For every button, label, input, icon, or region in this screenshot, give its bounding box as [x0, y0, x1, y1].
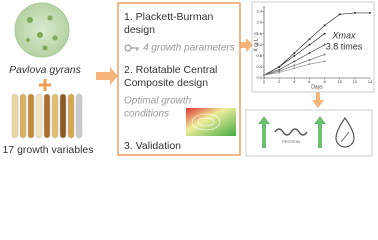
- organism: Pavlova gyrans: [9, 64, 82, 76]
- microscope-image: [14, 2, 70, 58]
- data-point: [278, 65, 281, 68]
- series-line: [263, 44, 325, 76]
- data-point: [293, 54, 296, 57]
- x-tick-label: 0: [263, 79, 266, 84]
- page: Pavlova gyrans 17 growth variables 1. Pl…: [2, 1, 375, 157]
- step-title: 1. Plackett-Burman: [124, 11, 213, 23]
- x-tick-label: 4: [293, 79, 296, 84]
- data-point: [308, 38, 311, 41]
- data-point: [308, 59, 311, 61]
- x-tick-label: 14: [368, 79, 373, 84]
- x-tick-label: 10: [337, 79, 342, 84]
- contour-plot: [186, 108, 236, 136]
- data-point: [293, 60, 296, 63]
- steps-box: [117, 2, 241, 156]
- data-point: [338, 13, 341, 16]
- arrow: [96, 67, 118, 85]
- series-line: [263, 12, 370, 76]
- y-tick-label: 1.2: [256, 42, 262, 47]
- arrow: [312, 92, 324, 108]
- y-tick-label: 0.8: [256, 53, 262, 58]
- plus: [39, 79, 51, 91]
- step-result: conditions: [124, 109, 169, 120]
- growth-chart: 0 2 4 6 8 10 12 14 0.0 0.4 0.8 1.2 1.6 2.0 2.4 Days X (g…: [251, 1, 375, 93]
- x-tick-label: 6: [308, 79, 311, 84]
- step-title: 2. Rotatable Central: [124, 64, 217, 76]
- data-point: [293, 52, 296, 55]
- y-tick-label: 2.4: [256, 9, 262, 14]
- data-point: [369, 11, 371, 14]
- x-tick-label: 12: [353, 79, 358, 84]
- step-result: Optimal growth: [124, 96, 192, 107]
- chart-frame: [251, 1, 375, 93]
- outcome-icons: [258, 116, 355, 148]
- data-point: [323, 32, 326, 35]
- data-point: [323, 24, 326, 27]
- y-tick-label: 0.0: [256, 75, 262, 80]
- data-point: [278, 68, 281, 71]
- annotation-value: 3.8 times: [326, 41, 363, 51]
- tubes: [11, 93, 83, 139]
- data-point: [308, 52, 311, 55]
- data-point: [323, 43, 326, 46]
- data-point: [293, 67, 296, 70]
- x-axis-label: Days: [311, 84, 323, 90]
- data-point: [308, 63, 311, 66]
- y-tick-label: 2.0: [256, 20, 262, 25]
- y-tick-label: 1.6: [256, 31, 262, 36]
- data-point: [353, 11, 356, 14]
- cells: [26, 15, 58, 51]
- outcome-box: [245, 109, 373, 157]
- arrow: [240, 38, 253, 52]
- step-title: Composite design: [124, 77, 208, 89]
- data-point: [323, 60, 326, 63]
- key-icon: [124, 44, 139, 52]
- annotation: Xmax: [331, 30, 356, 40]
- data-point: [323, 53, 326, 56]
- data-point: [278, 70, 281, 73]
- step-result: 4 growth parameters: [143, 43, 235, 54]
- graphical-abstract: Pavlova gyrans 17 growth variables 1. Pl…: [2, 1, 375, 157]
- variables: 17 growth variables: [2, 144, 93, 156]
- icon-label: PROTEIN: [282, 139, 300, 144]
- data-point: [278, 71, 281, 74]
- y-tick-label: 0.4: [256, 64, 262, 69]
- x-tick-label: 2: [278, 79, 281, 84]
- data-point: [308, 43, 311, 46]
- data-point: [293, 64, 296, 67]
- y-axis-label: X (g L⁻¹): [253, 32, 259, 52]
- data-point: [263, 74, 265, 77]
- step-title: 3. Validation: [124, 140, 181, 152]
- step-title: design: [124, 24, 155, 36]
- x-tick-label: 8: [323, 79, 326, 84]
